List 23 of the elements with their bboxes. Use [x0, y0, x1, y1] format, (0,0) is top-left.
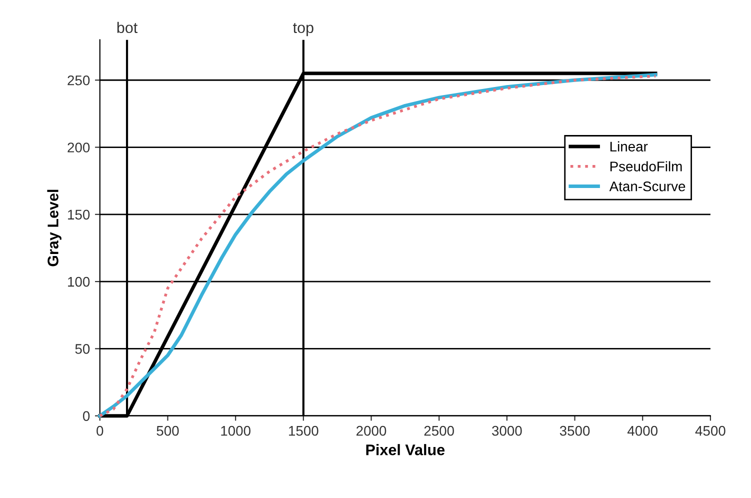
x-axis-title: Pixel Value [366, 444, 445, 456]
x-tick-label: 3500 [560, 426, 590, 436]
legend-label: Atan-Scurve [609, 181, 686, 192]
legend-label: PseudoFilm [610, 161, 682, 172]
y-tick-label: 200 [68, 142, 90, 152]
ref-line-label: bot [117, 22, 138, 34]
x-tick-label: 2500 [424, 426, 454, 436]
x-tick-label: 500 [156, 426, 179, 436]
y-tick-label: 50 [75, 344, 90, 354]
ref-line-label: top [293, 23, 314, 36]
y-tick-label: 150 [68, 210, 90, 220]
legend-label: Linear [610, 141, 648, 152]
x-tick-label: 4500 [695, 426, 726, 436]
y-tick-label: 0 [82, 411, 90, 421]
y-tick-label: 250 [68, 75, 90, 86]
x-tick-label: 4000 [627, 426, 658, 436]
x-tick-label: 1500 [289, 426, 318, 436]
y-axis-title: Gray Level [47, 190, 62, 266]
y-tick-label: 100 [68, 276, 90, 287]
x-tick-label: 0 [96, 426, 104, 436]
x-tick-label: 1000 [221, 426, 250, 436]
x-tick-label: 2000 [356, 426, 386, 436]
x-tick-label: 3000 [492, 426, 522, 436]
